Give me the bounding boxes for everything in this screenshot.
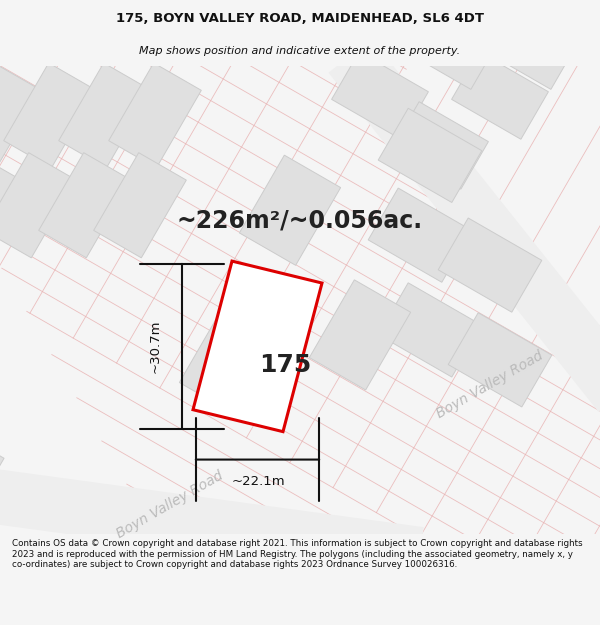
Polygon shape — [38, 152, 131, 258]
Polygon shape — [452, 52, 548, 139]
Polygon shape — [4, 63, 97, 168]
Polygon shape — [328, 39, 600, 412]
Polygon shape — [0, 468, 424, 581]
Text: Boyn Valley Road: Boyn Valley Road — [434, 349, 546, 421]
Polygon shape — [94, 152, 187, 258]
Polygon shape — [0, 63, 41, 168]
Polygon shape — [59, 63, 151, 168]
Polygon shape — [438, 218, 542, 312]
Text: ~22.1m: ~22.1m — [231, 475, 285, 488]
Polygon shape — [109, 63, 202, 168]
Polygon shape — [378, 283, 482, 377]
Polygon shape — [448, 312, 552, 407]
Polygon shape — [368, 188, 472, 282]
Text: ~30.7m: ~30.7m — [149, 319, 161, 373]
Polygon shape — [239, 155, 341, 266]
Text: 175, BOYN VALLEY ROAD, MAIDENHEAD, SL6 4DT: 175, BOYN VALLEY ROAD, MAIDENHEAD, SL6 4… — [116, 12, 484, 25]
Text: ~226m²/~0.056ac.: ~226m²/~0.056ac. — [177, 208, 423, 232]
Polygon shape — [482, 2, 578, 89]
Polygon shape — [0, 152, 76, 258]
Polygon shape — [0, 152, 22, 258]
Polygon shape — [392, 102, 488, 189]
Polygon shape — [378, 108, 482, 202]
Text: Contains OS data © Crown copyright and database right 2021. This information is : Contains OS data © Crown copyright and d… — [12, 539, 583, 569]
Polygon shape — [310, 280, 410, 390]
Text: Boyn Valley Road: Boyn Valley Road — [114, 468, 226, 541]
Text: 175: 175 — [259, 353, 311, 377]
Polygon shape — [332, 52, 428, 139]
Polygon shape — [401, 2, 499, 89]
Polygon shape — [0, 423, 4, 506]
Polygon shape — [193, 261, 322, 432]
Text: Map shows position and indicative extent of the property.: Map shows position and indicative extent… — [139, 46, 461, 56]
Polygon shape — [179, 305, 281, 415]
